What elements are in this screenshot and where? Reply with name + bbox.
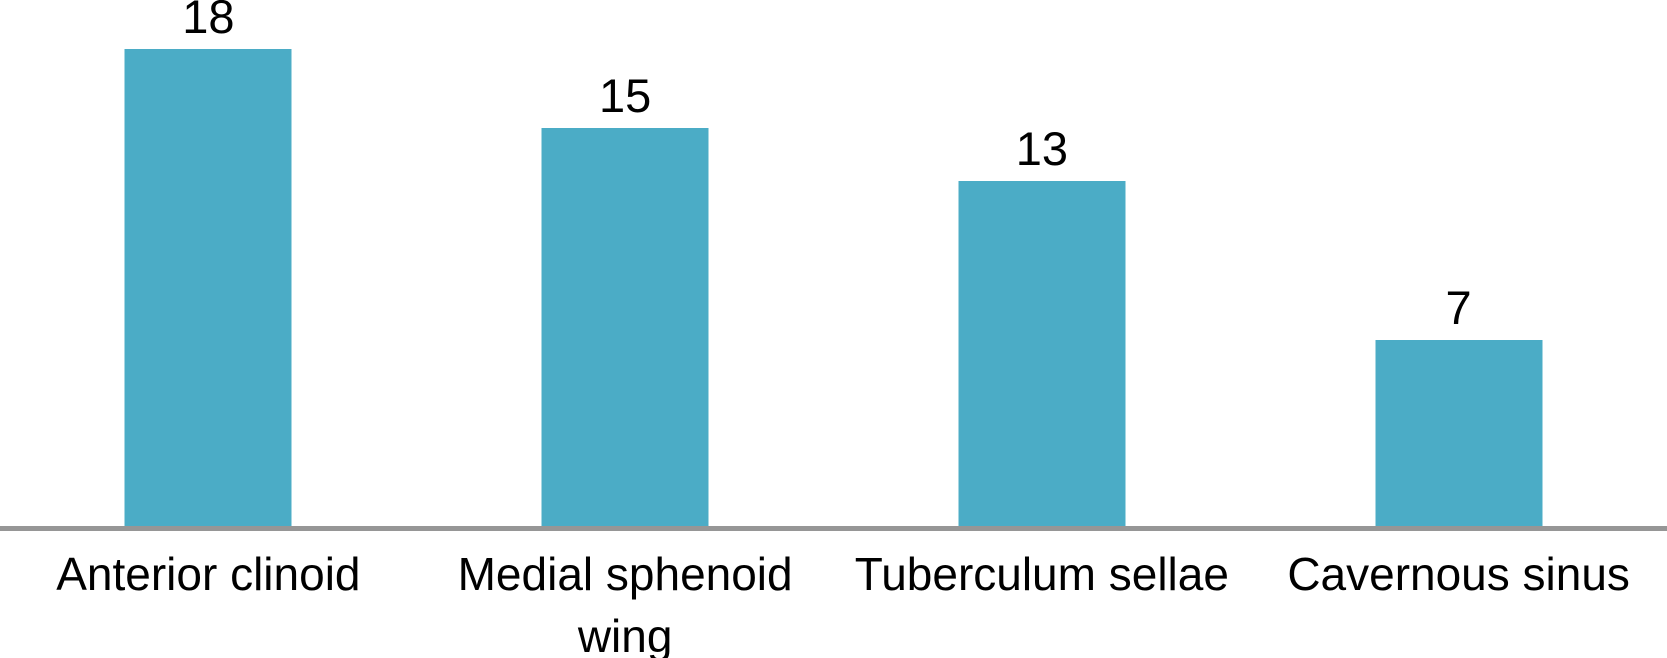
bar bbox=[541, 128, 709, 526]
bar-column: 18 bbox=[0, 0, 417, 526]
bar-value-label: 18 bbox=[182, 0, 235, 43]
category-label: Tuberculum sellae bbox=[854, 548, 1229, 600]
bar bbox=[1375, 340, 1543, 526]
plot-area: 18 15 13 7 bbox=[0, 0, 1667, 526]
category-label: Anterior clinoid bbox=[56, 548, 361, 600]
category-label-row: Anterior clinoid Medial sphenoid wing Tu… bbox=[0, 543, 1667, 658]
bar-column: 15 bbox=[417, 0, 834, 526]
bar-column: 13 bbox=[834, 0, 1251, 526]
bar-column: 7 bbox=[1250, 0, 1667, 526]
bar-value-label: 15 bbox=[598, 69, 652, 122]
bar-value-label: 7 bbox=[1445, 281, 1472, 334]
bar bbox=[124, 49, 292, 526]
bar bbox=[958, 181, 1126, 526]
x-axis-baseline bbox=[0, 526, 1667, 531]
category-label: Medial sphenoid wing bbox=[457, 548, 793, 658]
category-label: Cavernous sinus bbox=[1287, 548, 1630, 600]
bar-value-label: 13 bbox=[1015, 122, 1069, 175]
